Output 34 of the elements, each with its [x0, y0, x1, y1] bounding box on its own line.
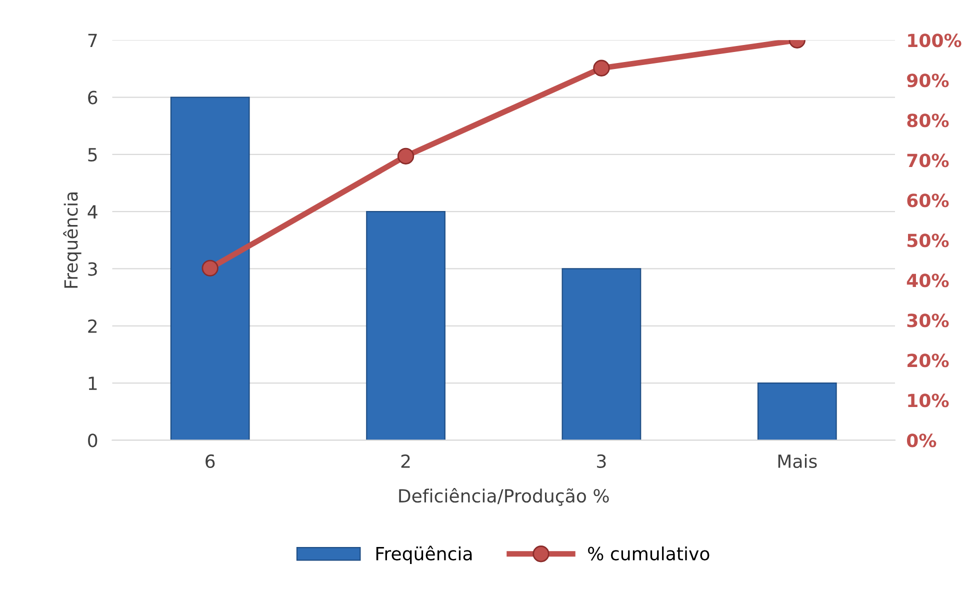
y-tick-label: 1 [88, 376, 97, 390]
y2-tick-label: 80% [907, 114, 949, 128]
bar [562, 268, 642, 440]
y2-tick-label: 20% [908, 354, 949, 368]
x-tick-label: 3 [597, 454, 606, 468]
y2-tick-label: 70% [907, 154, 949, 168]
y2-tick-label: 40% [906, 274, 949, 288]
y-tick-label: 3 [88, 262, 97, 276]
legend-label: % cumulativo [588, 546, 710, 560]
y-tick-label: 4 [88, 205, 98, 218]
point [397, 148, 414, 164]
x-tick-label: 6 [206, 454, 215, 468]
legend-label: Freqüência [376, 546, 472, 564]
y-tick-label: 2 [88, 319, 97, 333]
y2-tick-label: 30% [907, 314, 949, 328]
x-axis-title: Deficiência/Produção % [399, 488, 609, 506]
y-tick-label: 5 [88, 148, 97, 162]
y-tick-label: 6 [88, 90, 98, 104]
y2-tick-label: 90% [907, 74, 949, 88]
bar [366, 211, 446, 440]
y-tick-label: 7 [88, 34, 97, 47]
y2-tick-label: 10% [908, 394, 949, 408]
y-axis-title: Frequência [63, 192, 82, 288]
x-tick-label: Mais [778, 454, 817, 468]
y2-tick-label: 60% [907, 194, 949, 208]
bar [170, 96, 250, 440]
y2-tick-label: 100% [908, 34, 962, 48]
y2-tick-label: 50% [907, 234, 949, 248]
point [593, 60, 610, 76]
y-tick-label: 0 [88, 434, 98, 448]
y2-tick-label: 0% [906, 434, 936, 448]
x-tick-label: 2 [401, 454, 410, 468]
bar [757, 382, 837, 440]
point [202, 260, 218, 276]
